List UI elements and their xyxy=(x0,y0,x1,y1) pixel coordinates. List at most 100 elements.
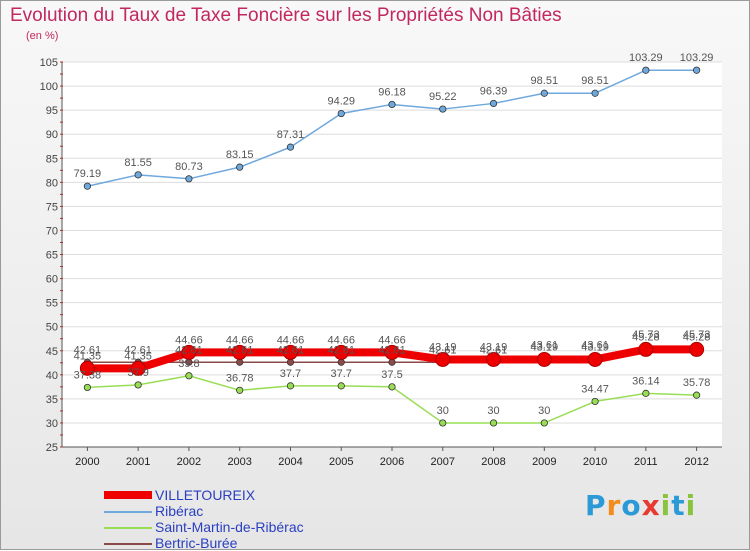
data-label-saint-martin-de-riberac-2009: 30 xyxy=(538,405,550,417)
point-villetoureix-2001 xyxy=(130,360,146,376)
x-tick-label-2004: 2004 xyxy=(278,456,302,468)
data-label-saint-martin-de-riberac-2008: 30 xyxy=(487,405,499,417)
data-label-villetoureix-2008: 43.19 xyxy=(480,341,508,353)
proxiti-logo: Proxiti xyxy=(585,489,696,522)
data-label-riberac-2008: 96.39 xyxy=(480,85,508,97)
data-label-riberac-2012: 103.29 xyxy=(680,52,714,64)
data-label-riberac-2011: 103.29 xyxy=(629,52,663,64)
y-tick-label-100: 100 xyxy=(40,81,58,93)
y-tick-label-105: 105 xyxy=(40,57,58,69)
point-villetoureix-2005 xyxy=(333,344,349,360)
y-tick-label-60: 60 xyxy=(46,274,58,286)
logo-letter: i xyxy=(660,489,672,522)
x-tick-label-2012: 2012 xyxy=(684,456,708,468)
series-layer xyxy=(79,66,705,427)
point-riberac-2006 xyxy=(388,100,396,109)
legend-label-riberac: Ribérac xyxy=(155,503,204,519)
point-bertric-buree-2005 xyxy=(337,358,345,366)
data-label-riberac-2000: 79.19 xyxy=(74,168,102,180)
point-bertric-buree-2006 xyxy=(388,358,396,366)
data-label-villetoureix-2002: 44.66 xyxy=(175,334,203,346)
y-tick-label-30: 30 xyxy=(46,418,58,430)
point-riberac-2001 xyxy=(134,171,142,179)
y-tick-label-55: 55 xyxy=(46,298,58,310)
point-riberac-2008 xyxy=(489,99,498,108)
data-label-bertric-buree-2005: 42.61 xyxy=(327,344,355,356)
point-saint-martin-de-riberac-2012 xyxy=(693,391,701,399)
data-label-saint-martin-de-riberac-2006: 37.5 xyxy=(381,369,402,381)
data-label-riberac-2001: 81.55 xyxy=(124,157,152,169)
point-riberac-2012 xyxy=(693,66,701,74)
logo-letter: x xyxy=(641,489,661,522)
point-villetoureix-2008 xyxy=(486,351,502,367)
y-tick-label-50: 50 xyxy=(46,322,58,334)
logo-letter: i xyxy=(685,489,697,522)
x-tick-label-2011: 2011 xyxy=(634,456,658,468)
data-label-villetoureix-2000: 41.35 xyxy=(74,350,102,362)
logo-letter: o xyxy=(621,489,642,522)
x-tick-label-2005: 2005 xyxy=(329,456,353,468)
point-saint-martin-de-riberac-2003 xyxy=(236,386,244,394)
data-label-bertric-buree-2002: 42.61 xyxy=(175,344,203,356)
chart-title: Evolution du Taux de Taxe Foncière sur l… xyxy=(10,5,562,26)
point-saint-martin-de-riberac-2006 xyxy=(388,383,396,391)
data-label-villetoureix-2012: 45.28 xyxy=(683,331,711,343)
x-tick-label-2006: 2006 xyxy=(380,456,404,468)
legend-swatch-villetoureix xyxy=(104,491,152,499)
legend-label-saint-martin: Saint-Martin-de-Ribérac xyxy=(155,519,304,535)
point-bertric-buree-2004 xyxy=(286,358,295,366)
point-saint-martin-de-riberac-2002 xyxy=(185,372,193,380)
data-label-saint-martin-de-riberac-2012: 35.78 xyxy=(683,377,711,389)
point-saint-martin-de-riberac-2010 xyxy=(591,397,599,406)
data-label-bertric-buree-2011: 45.73 xyxy=(632,329,660,341)
legend-swatch-bertric-buree xyxy=(104,543,152,545)
data-label-villetoureix-2001: 41.35 xyxy=(124,350,152,362)
point-riberac-2007 xyxy=(439,105,447,113)
point-saint-martin-de-riberac-2000 xyxy=(83,383,91,392)
data-label-bertric-buree-2006: 42.61 xyxy=(378,344,406,356)
point-riberac-2000 xyxy=(83,182,91,190)
point-villetoureix-2011 xyxy=(638,341,654,357)
point-saint-martin-de-riberac-2009 xyxy=(540,419,548,427)
unit-label: (en %) xyxy=(26,30,59,42)
data-label-saint-martin-de-riberac-2005: 37.7 xyxy=(331,368,352,380)
logo-letter: t xyxy=(671,489,686,522)
point-riberac-2003 xyxy=(236,163,244,171)
axes: 25 30 35 40 45 50 55 60 65 70 75 80 85 90 95 100 105 2000… xyxy=(40,57,722,468)
data-label-riberac-2004: 87.31 xyxy=(277,129,305,141)
point-villetoureix-2002 xyxy=(181,344,197,360)
data-label-saint-martin-de-riberac-2011: 36.14 xyxy=(632,375,660,387)
y-tick-label-70: 70 xyxy=(46,225,58,237)
data-label-villetoureix-2010: 43.19 xyxy=(581,341,609,353)
data-label-bertric-buree-2004: 42.61 xyxy=(277,344,305,356)
point-saint-martin-de-riberac-2004 xyxy=(286,382,295,390)
data-label-villetoureix-2006: 44.66 xyxy=(378,334,406,346)
y-tick-label-90: 90 xyxy=(46,129,58,141)
data-label-bertric-buree-2007: 42.61 xyxy=(429,344,457,356)
data-label-villetoureix-2007: 43.19 xyxy=(429,341,457,353)
data-label-saint-martin-de-riberac-2000: 37.38 xyxy=(74,369,102,381)
x-tick-label-2003: 2003 xyxy=(227,456,251,468)
data-label-saint-martin-de-riberac-2007: 30 xyxy=(437,405,449,417)
y-tick-label-65: 65 xyxy=(46,250,58,262)
data-label-bertric-buree-2001: 42.61 xyxy=(124,344,152,356)
point-villetoureix-2000 xyxy=(79,360,95,376)
x-tick-label-2008: 2008 xyxy=(481,456,505,468)
legend-label-villetoureix: VILLETOUREIX xyxy=(155,487,256,503)
point-villetoureix-2006 xyxy=(384,344,400,360)
data-label-riberac-2006: 96.18 xyxy=(378,86,406,98)
x-tick-label-2007: 2007 xyxy=(431,456,455,468)
data-label-villetoureix-2009: 43.19 xyxy=(531,341,559,353)
point-villetoureix-2010 xyxy=(587,351,603,367)
point-riberac-2011 xyxy=(642,66,650,74)
x-tick-label-2002: 2002 xyxy=(177,456,201,468)
y-tick-label-80: 80 xyxy=(46,177,58,189)
data-label-riberac-2002: 80.73 xyxy=(175,161,203,173)
data-label-riberac-2010: 98.51 xyxy=(581,75,609,87)
data-label-riberac-2005: 94.29 xyxy=(327,96,355,108)
point-villetoureix-2009 xyxy=(536,351,552,367)
data-label-villetoureix-2003: 44.66 xyxy=(226,334,254,346)
x-tick-label-2010: 2010 xyxy=(583,456,607,468)
data-label-bertric-buree-2012: 45.73 xyxy=(683,329,711,341)
